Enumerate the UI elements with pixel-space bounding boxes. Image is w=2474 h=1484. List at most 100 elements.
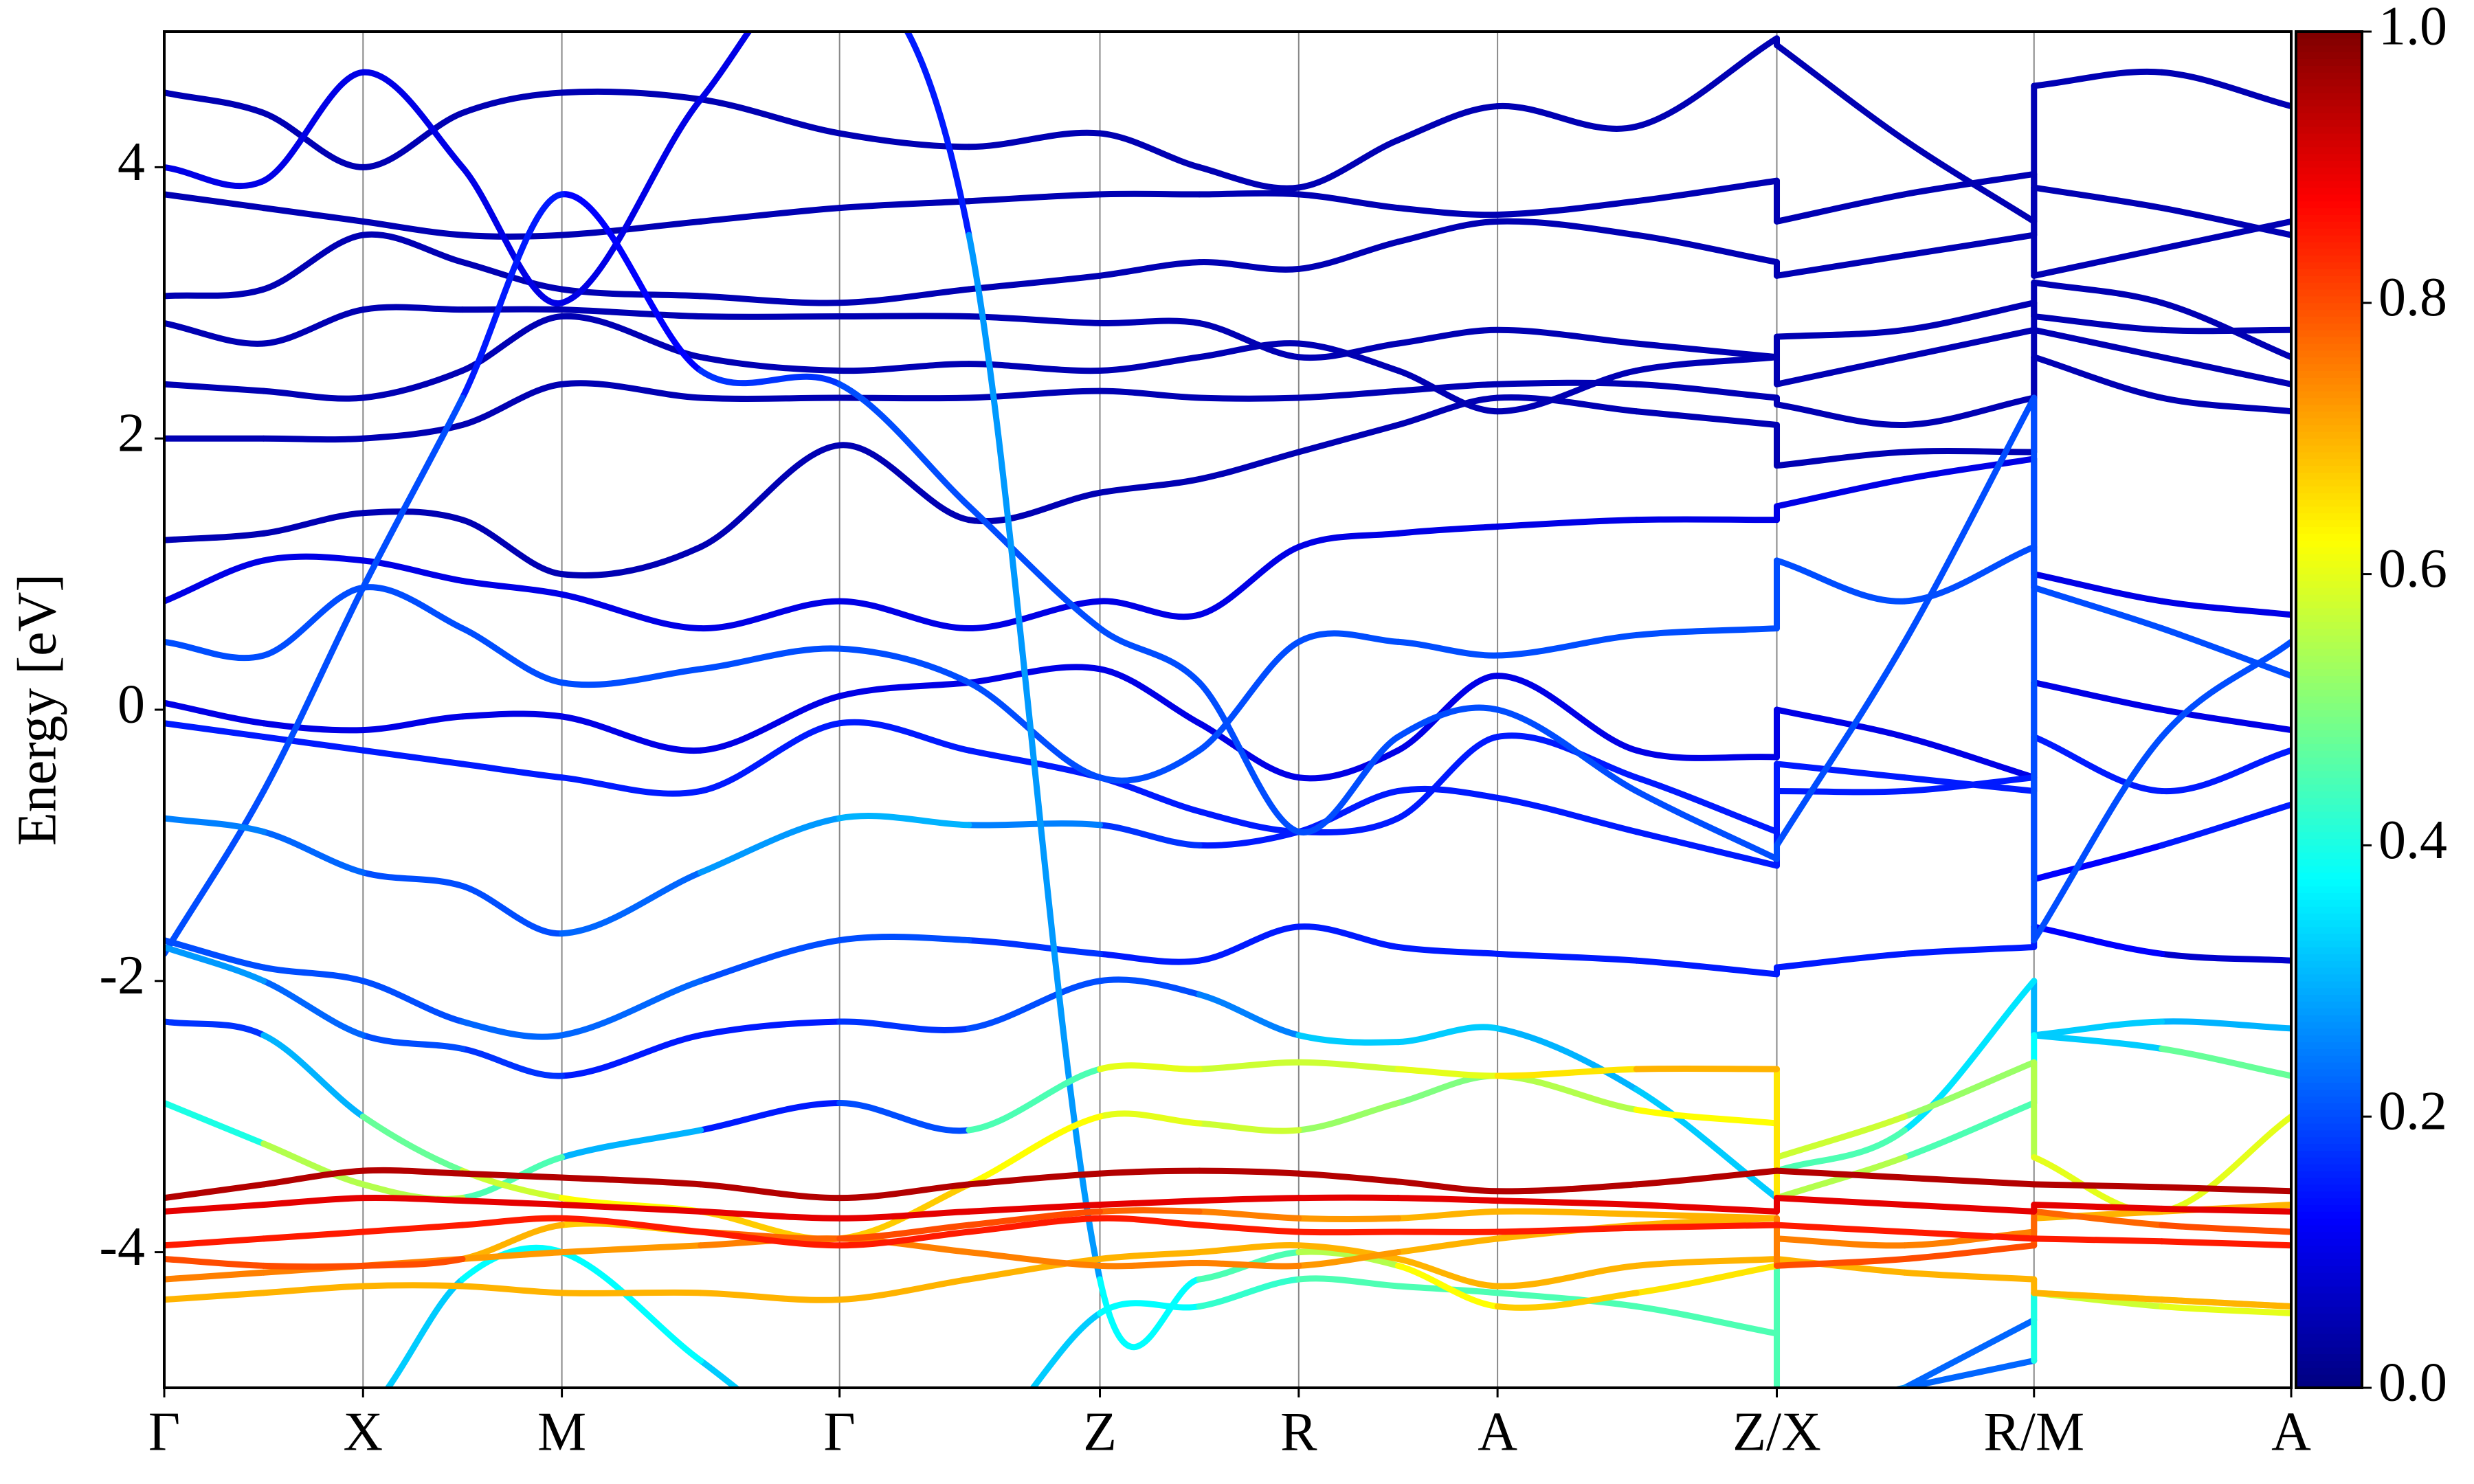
band-segment [1494,379,1640,387]
band-segment [2031,584,2165,632]
band-segment [2031,68,2165,89]
band-segment [904,32,972,238]
band-segment [698,693,843,754]
colorbar-cell [2296,1042,2362,1049]
band-segment [1774,475,1908,510]
band-segment [459,1215,566,1228]
x-tick-label: Z/X [1732,1402,1821,1462]
band-segment [1295,747,1401,782]
band-segment [836,934,972,944]
band-segment [459,191,566,401]
band-segment [1633,232,1781,266]
band-segment [966,191,1104,205]
colorbar-cell [2296,1109,2362,1117]
band-segment [836,286,972,306]
colorbar-cell [2296,1285,2362,1294]
colorbar-cell [2296,1143,2362,1151]
band-segment [1196,923,1302,964]
band-segment [359,869,466,890]
colorbar-cell [2296,1035,2362,1043]
y-tick-label: 2 [118,403,145,464]
band-segment [1196,638,1302,754]
band-segment [1633,1086,1781,1202]
band-segment [1774,1255,1908,1269]
band-segment [836,381,972,510]
band-segment [1633,787,1781,862]
band-segment [260,387,366,402]
band-segment [698,1228,843,1249]
band-segment [1494,394,1640,415]
colorbar-cell [2296,899,2362,907]
colorbar-cell [2296,662,2362,670]
band-segment [559,1289,704,1296]
band-segment [1774,191,1908,225]
colorbar-cell [2296,31,2362,39]
band-segment [1295,530,1401,550]
band-segment [1295,923,1401,950]
colorbar-cell [2296,797,2362,805]
band-segment [1295,238,1401,272]
band-segment [2031,354,2165,401]
band-segment [1901,1228,2038,1242]
band-segment [2159,1222,2291,1235]
band-segment [1295,387,1401,401]
band-segment [164,787,267,957]
colorbar-cell [2296,926,2362,934]
band-segment [966,598,1104,632]
band-segment [164,1235,267,1249]
band-segment [966,937,1104,957]
band-segment [1394,524,1501,537]
band-segment [559,191,704,374]
colorbar-tick-label: 1.0 [2378,0,2447,56]
colorbar-cell [2296,770,2362,778]
band-segment [1633,1065,1781,1072]
band-segment [2031,1032,2165,1052]
band-segment [1196,164,1302,192]
band-segment [836,130,972,150]
colorbar-cell [2296,139,2362,148]
band-segment [359,713,466,734]
colorbar-cell [2296,492,2362,500]
band-segment [1494,218,1640,238]
colorbar-cell [2296,736,2362,744]
colorbar-cell [2296,960,2362,968]
band-segment [1196,679,1302,835]
band-segment [1394,1262,1501,1310]
band-segment [2031,1208,2165,1222]
band-segment [1394,1195,1501,1204]
band-segment [2031,1235,2165,1245]
band-segment [260,964,366,985]
colorbar-cell [2296,614,2362,622]
band-segment [459,1198,566,1208]
colorbar-cell [2296,851,2362,859]
band-segment [966,129,1104,150]
band-segment [966,1215,1104,1235]
colorbar-cell [2296,587,2362,595]
band-segment [836,313,972,320]
band-segment [1394,1066,1501,1079]
colorbar-cell [2296,607,2362,616]
colorbar-cell [2296,1238,2362,1246]
band-segment [260,733,366,754]
colorbar-cell [2296,1055,2362,1063]
band-segment [359,394,466,591]
band-segment [164,720,267,740]
x-tick-label: A [1478,1402,1517,1462]
band-segment [1633,1255,1781,1269]
colorbar-cell [2296,546,2362,554]
band-segment [164,1099,267,1147]
band-segment [164,1018,267,1039]
band-segment [1633,516,1781,524]
y-tick-label: 4 [118,132,145,192]
colorbar-cell [2296,953,2362,961]
colorbar-cell [2296,106,2362,113]
colorbar-cell [2296,553,2362,561]
colorbar-cell [2296,458,2362,466]
band-segment [559,306,704,320]
band-segment [1633,340,1781,361]
x-tick-label: R [1280,1402,1317,1462]
band-segment [2031,326,2165,361]
band-segment [698,720,843,794]
band-segment [164,381,267,394]
band-segment [966,820,1104,829]
